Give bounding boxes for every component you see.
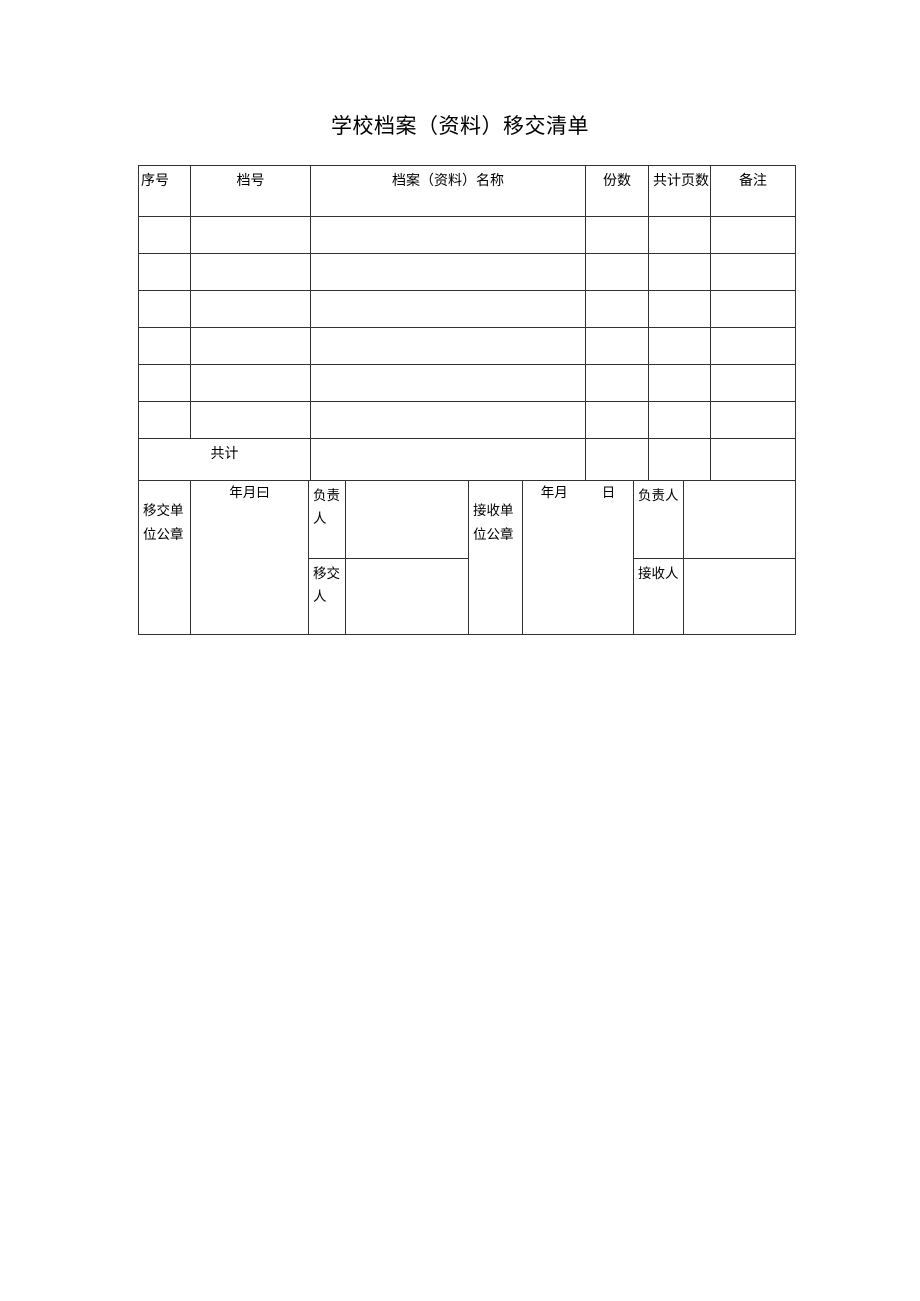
column-header-seq: 序号 [138,165,191,217]
cell-copies[interactable] [585,327,649,365]
column-header-name: 档案（资料）名称 [310,165,586,217]
cell-copies[interactable] [585,216,649,254]
table-row [138,253,796,291]
table-row [138,327,796,365]
cell-seq[interactable] [138,327,191,365]
column-header-archive-no: 档号 [190,165,311,217]
cell-archive-no[interactable] [190,253,311,291]
receive-person-in-charge-field[interactable] [683,480,796,559]
cell-name[interactable] [310,401,586,439]
total-cell-total-pages[interactable] [648,438,711,481]
cell-copies[interactable] [585,401,649,439]
receive-date-label-prefix: 年月 [540,485,568,500]
cell-name[interactable] [310,364,586,402]
transfer-date-area[interactable]: 年月曰 [190,480,309,635]
cell-remarks[interactable] [710,364,796,402]
column-header-copies: 份数 [585,165,649,217]
receive-person-in-charge-label: 负责人 [633,480,684,559]
table-row [138,216,796,254]
cell-name[interactable] [310,290,586,328]
column-header-remarks: 备注 [710,165,796,217]
cell-name[interactable] [310,327,586,365]
archive-transfer-table-wrapper: 序号 档号 档案（资料）名称 份数 共计页数 备注 [138,165,796,635]
cell-total-pages[interactable] [648,401,711,439]
cell-remarks[interactable] [710,253,796,291]
cell-total-pages[interactable] [648,216,711,254]
cell-archive-no[interactable] [190,327,311,365]
cell-total-pages[interactable] [648,253,711,291]
transfer-stamp-label: 移交单位公章 [138,480,191,635]
cell-remarks[interactable] [710,216,796,254]
receive-date-label-suffix: 日 [601,485,616,500]
page-title: 学校档案（资料）移交清单 [331,115,589,138]
cell-copies[interactable] [585,253,649,291]
transfer-handler-label: 移交人 [308,558,346,635]
transfer-person-in-charge-field[interactable] [345,480,469,559]
cell-seq[interactable] [138,401,191,439]
signature-row-bottom: 移交人 接收人 [139,558,796,635]
cell-seq[interactable] [138,253,191,291]
cell-copies[interactable] [585,364,649,402]
cell-archive-no[interactable] [190,216,311,254]
cell-total-pages[interactable] [648,290,711,328]
receive-date-area[interactable]: 年月 日 [522,480,634,635]
table-row [138,364,796,402]
cell-archive-no[interactable] [190,401,311,439]
cell-total-pages[interactable] [648,327,711,365]
transfer-person-in-charge-label: 负责人 [308,480,346,559]
cell-copies[interactable] [585,290,649,328]
cell-remarks[interactable] [710,327,796,365]
table-row [138,290,796,328]
column-header-total-pages: 共计页数 [648,165,711,217]
signature-block: 移交单位公章 年月曰 负责人 接收单位公章 年月 日 负责人 移交人 接收人 [138,480,796,635]
signature-row-top: 移交单位公章 年月曰 负责人 接收单位公章 年月 日 负责人 [138,480,796,635]
cell-remarks[interactable] [710,290,796,328]
cell-archive-no[interactable] [190,290,311,328]
total-cell-remarks[interactable] [710,438,796,481]
table-total-row: 共计 [138,438,796,481]
cell-name[interactable] [310,216,586,254]
receive-handler-label: 接收人 [633,558,684,635]
cell-seq[interactable] [138,290,191,328]
total-label: 共计 [138,438,311,481]
total-cell-name[interactable] [310,438,586,481]
cell-remarks[interactable] [710,401,796,439]
transfer-date-label: 年月曰 [229,485,270,500]
transfer-handler-field[interactable] [345,558,469,635]
cell-seq[interactable] [138,216,191,254]
cell-name[interactable] [310,253,586,291]
table-header-row: 序号 档号 档案（资料）名称 份数 共计页数 备注 [138,165,796,217]
cell-archive-no[interactable] [190,364,311,402]
cell-seq[interactable] [138,364,191,402]
table-row [138,401,796,439]
receive-handler-field[interactable] [683,558,796,635]
receive-stamp-label: 接收单位公章 [468,480,523,635]
total-cell-copies[interactable] [585,438,649,481]
cell-total-pages[interactable] [648,364,711,402]
archive-transfer-table: 序号 档号 档案（资料）名称 份数 共计页数 备注 [138,165,796,481]
